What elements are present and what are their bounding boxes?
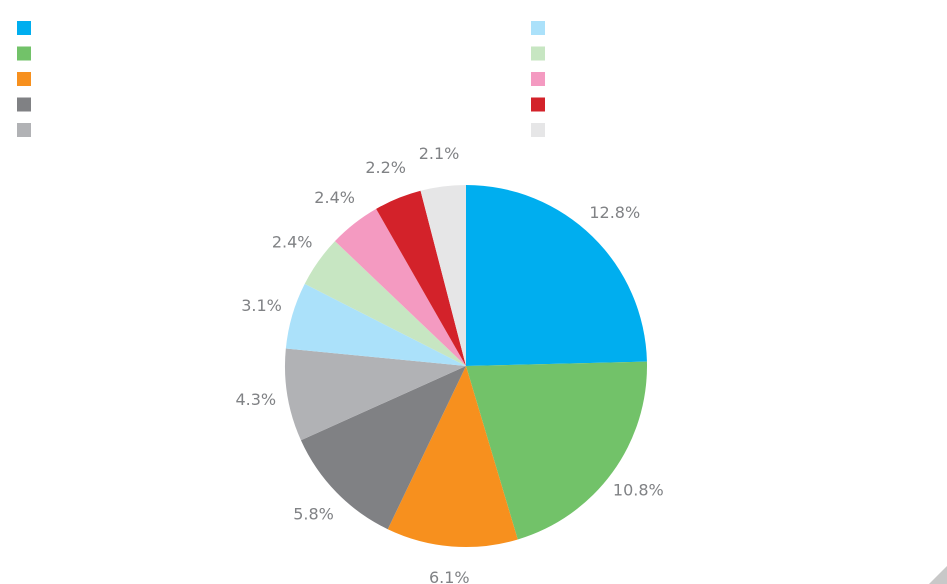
legend-swatch: [531, 46, 545, 61]
pie-slice: [466, 361, 647, 540]
legend-swatch: [17, 123, 31, 137]
legend-swatch: [17, 46, 31, 61]
pie-slice: [420, 185, 466, 366]
legend-swatch: [531, 97, 545, 112]
pie-slice: [376, 190, 466, 366]
value-label: 2.2%: [365, 158, 406, 177]
pie-slice: [285, 348, 466, 441]
corner-marker: [929, 566, 947, 584]
value-label: 2.4%: [314, 188, 355, 207]
pie-slice: [285, 283, 466, 366]
legend-swatch: [531, 72, 545, 86]
pie-slice: [334, 208, 466, 366]
pie-slice: [387, 366, 518, 548]
value-label: 2.4%: [272, 232, 313, 251]
value-label: 12.8%: [589, 203, 640, 222]
legend-swatch: [531, 21, 545, 35]
legend-swatch: [17, 21, 31, 35]
pie-slice: [304, 241, 466, 366]
pie-slice: [466, 185, 647, 366]
legend-swatch: [17, 72, 31, 86]
value-label: 4.3%: [235, 390, 276, 409]
legend-swatch: [17, 97, 31, 112]
value-label: 3.1%: [241, 296, 282, 315]
value-label: 2.1%: [419, 144, 460, 163]
pie-slice: [300, 366, 466, 530]
value-label: 5.8%: [293, 504, 334, 523]
legend-swatch: [531, 123, 545, 137]
value-label: 10.8%: [613, 481, 664, 500]
value-label: 6.1%: [429, 568, 470, 584]
